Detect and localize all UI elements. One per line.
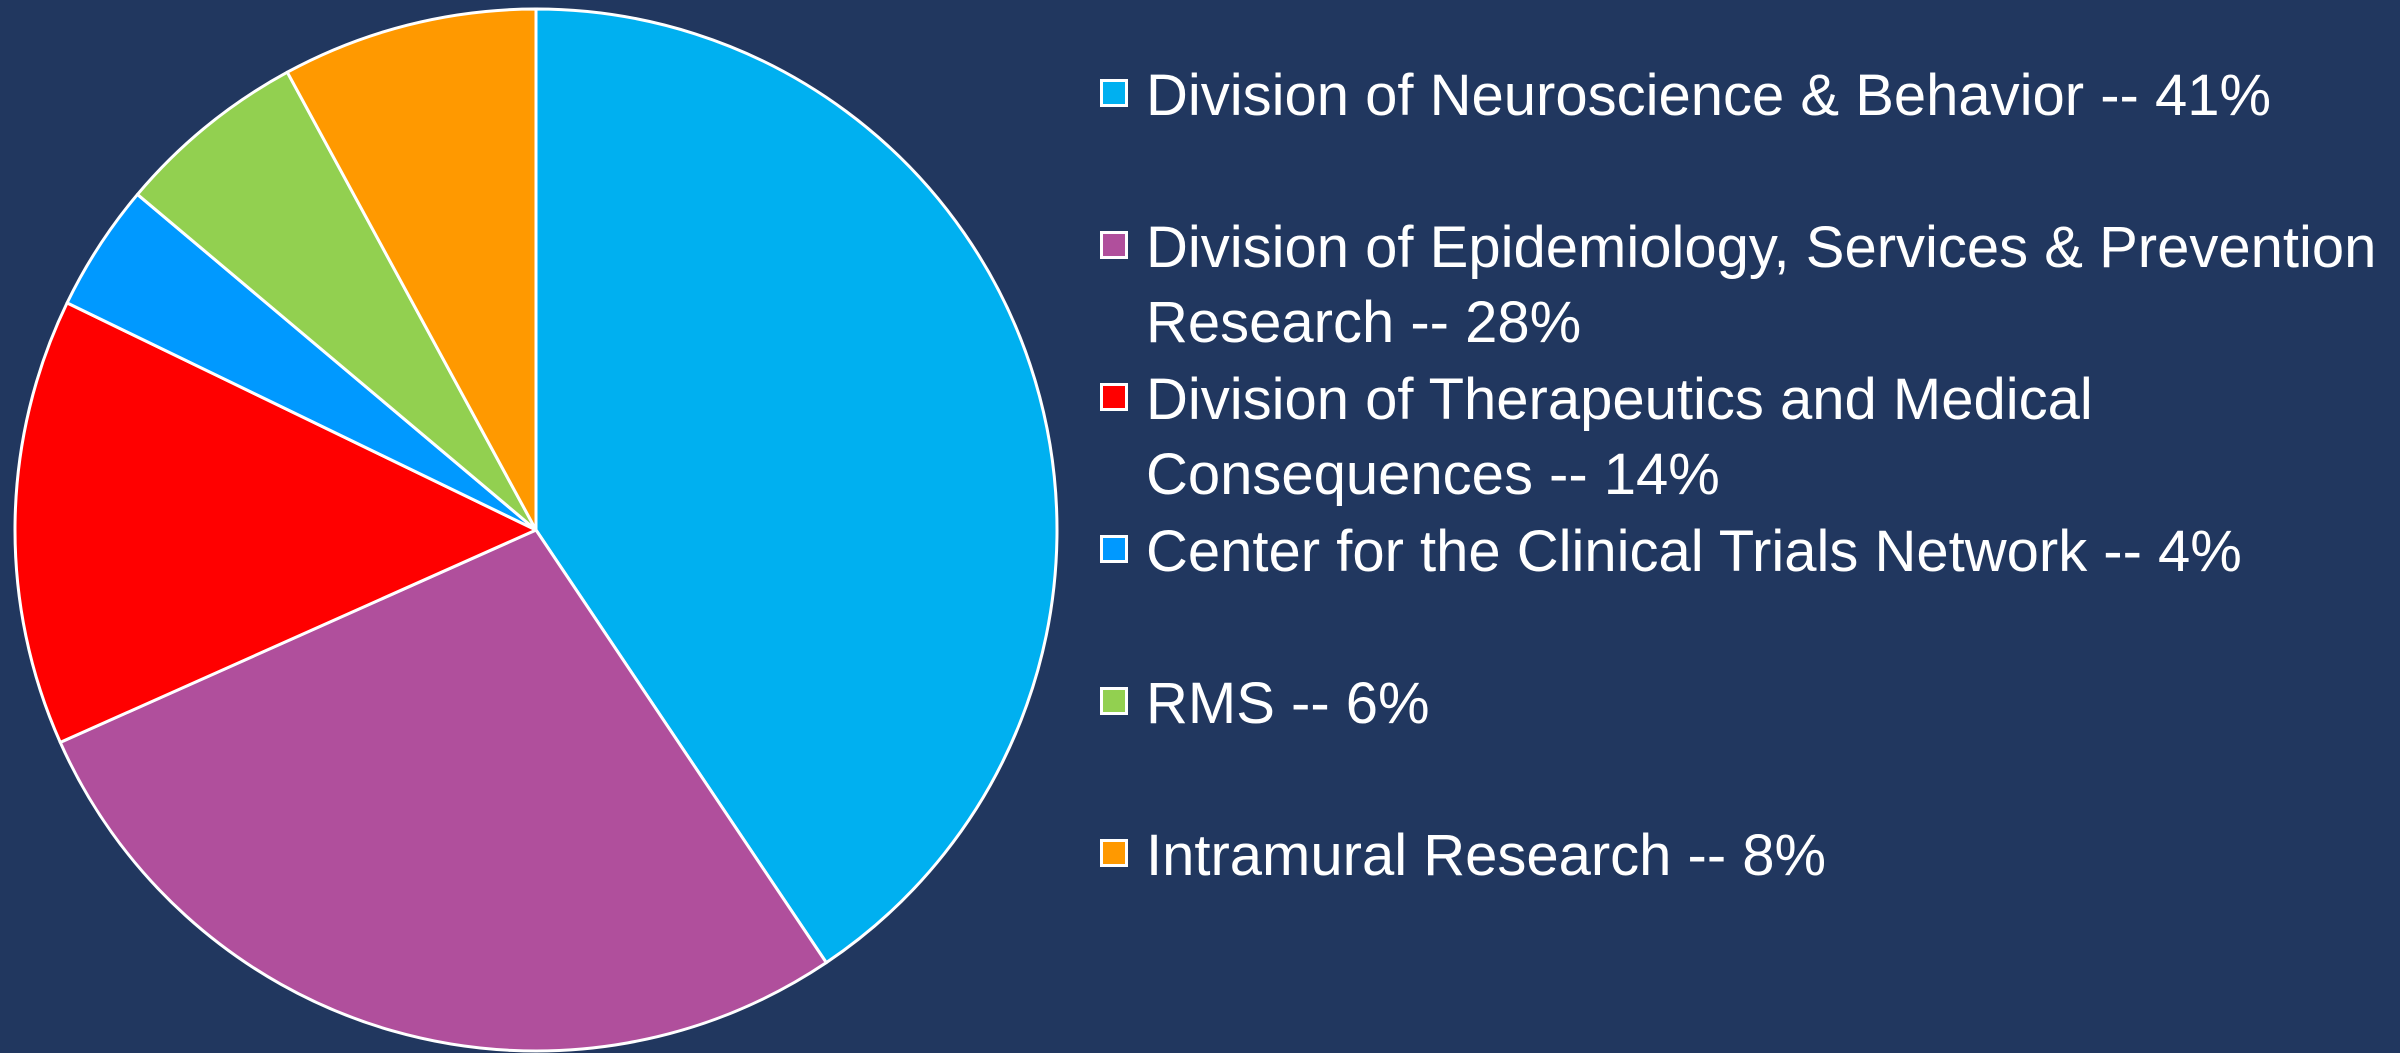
legend-entry: Intramural Research -- 8%: [1100, 818, 2400, 893]
legend-label: Intramural Research -- 8%: [1146, 823, 1827, 888]
pie-slice: [13, 301, 538, 744]
legend-label: Division of Therapeutics and Medical Con…: [1146, 367, 2093, 507]
legend-entry: RMS -- 6%: [1100, 666, 2400, 741]
pie-slice: [534, 7, 1059, 965]
legend-swatch: [1100, 383, 1128, 411]
legend-swatch: [1100, 535, 1128, 563]
legend-swatch: [1100, 79, 1128, 107]
legend-entry: Division of Neuroscience & Behavior -- 4…: [1100, 58, 2400, 133]
legend-label: RMS -- 6%: [1146, 671, 1430, 736]
legend-swatch: [1100, 231, 1128, 259]
legend-swatch: [1100, 687, 1128, 715]
pie-slice: [285, 7, 538, 532]
pie-slice: [135, 70, 538, 532]
legend-label: Division of Epidemiology, Services & Pre…: [1146, 215, 2377, 355]
legend-label: Division of Neuroscience & Behavior -- 4…: [1146, 63, 2272, 128]
legend-entry: Division of Epidemiology, Services & Pre…: [1100, 210, 2400, 360]
pie-slice: [58, 528, 828, 1053]
legend-label: Center for the Clinical Trials Network -…: [1146, 519, 2242, 584]
legend-entry: Center for the Clinical Trials Network -…: [1100, 514, 2400, 589]
legend-entry: Division of Therapeutics and Medical Con…: [1100, 362, 2400, 512]
legend-swatch: [1100, 839, 1128, 867]
